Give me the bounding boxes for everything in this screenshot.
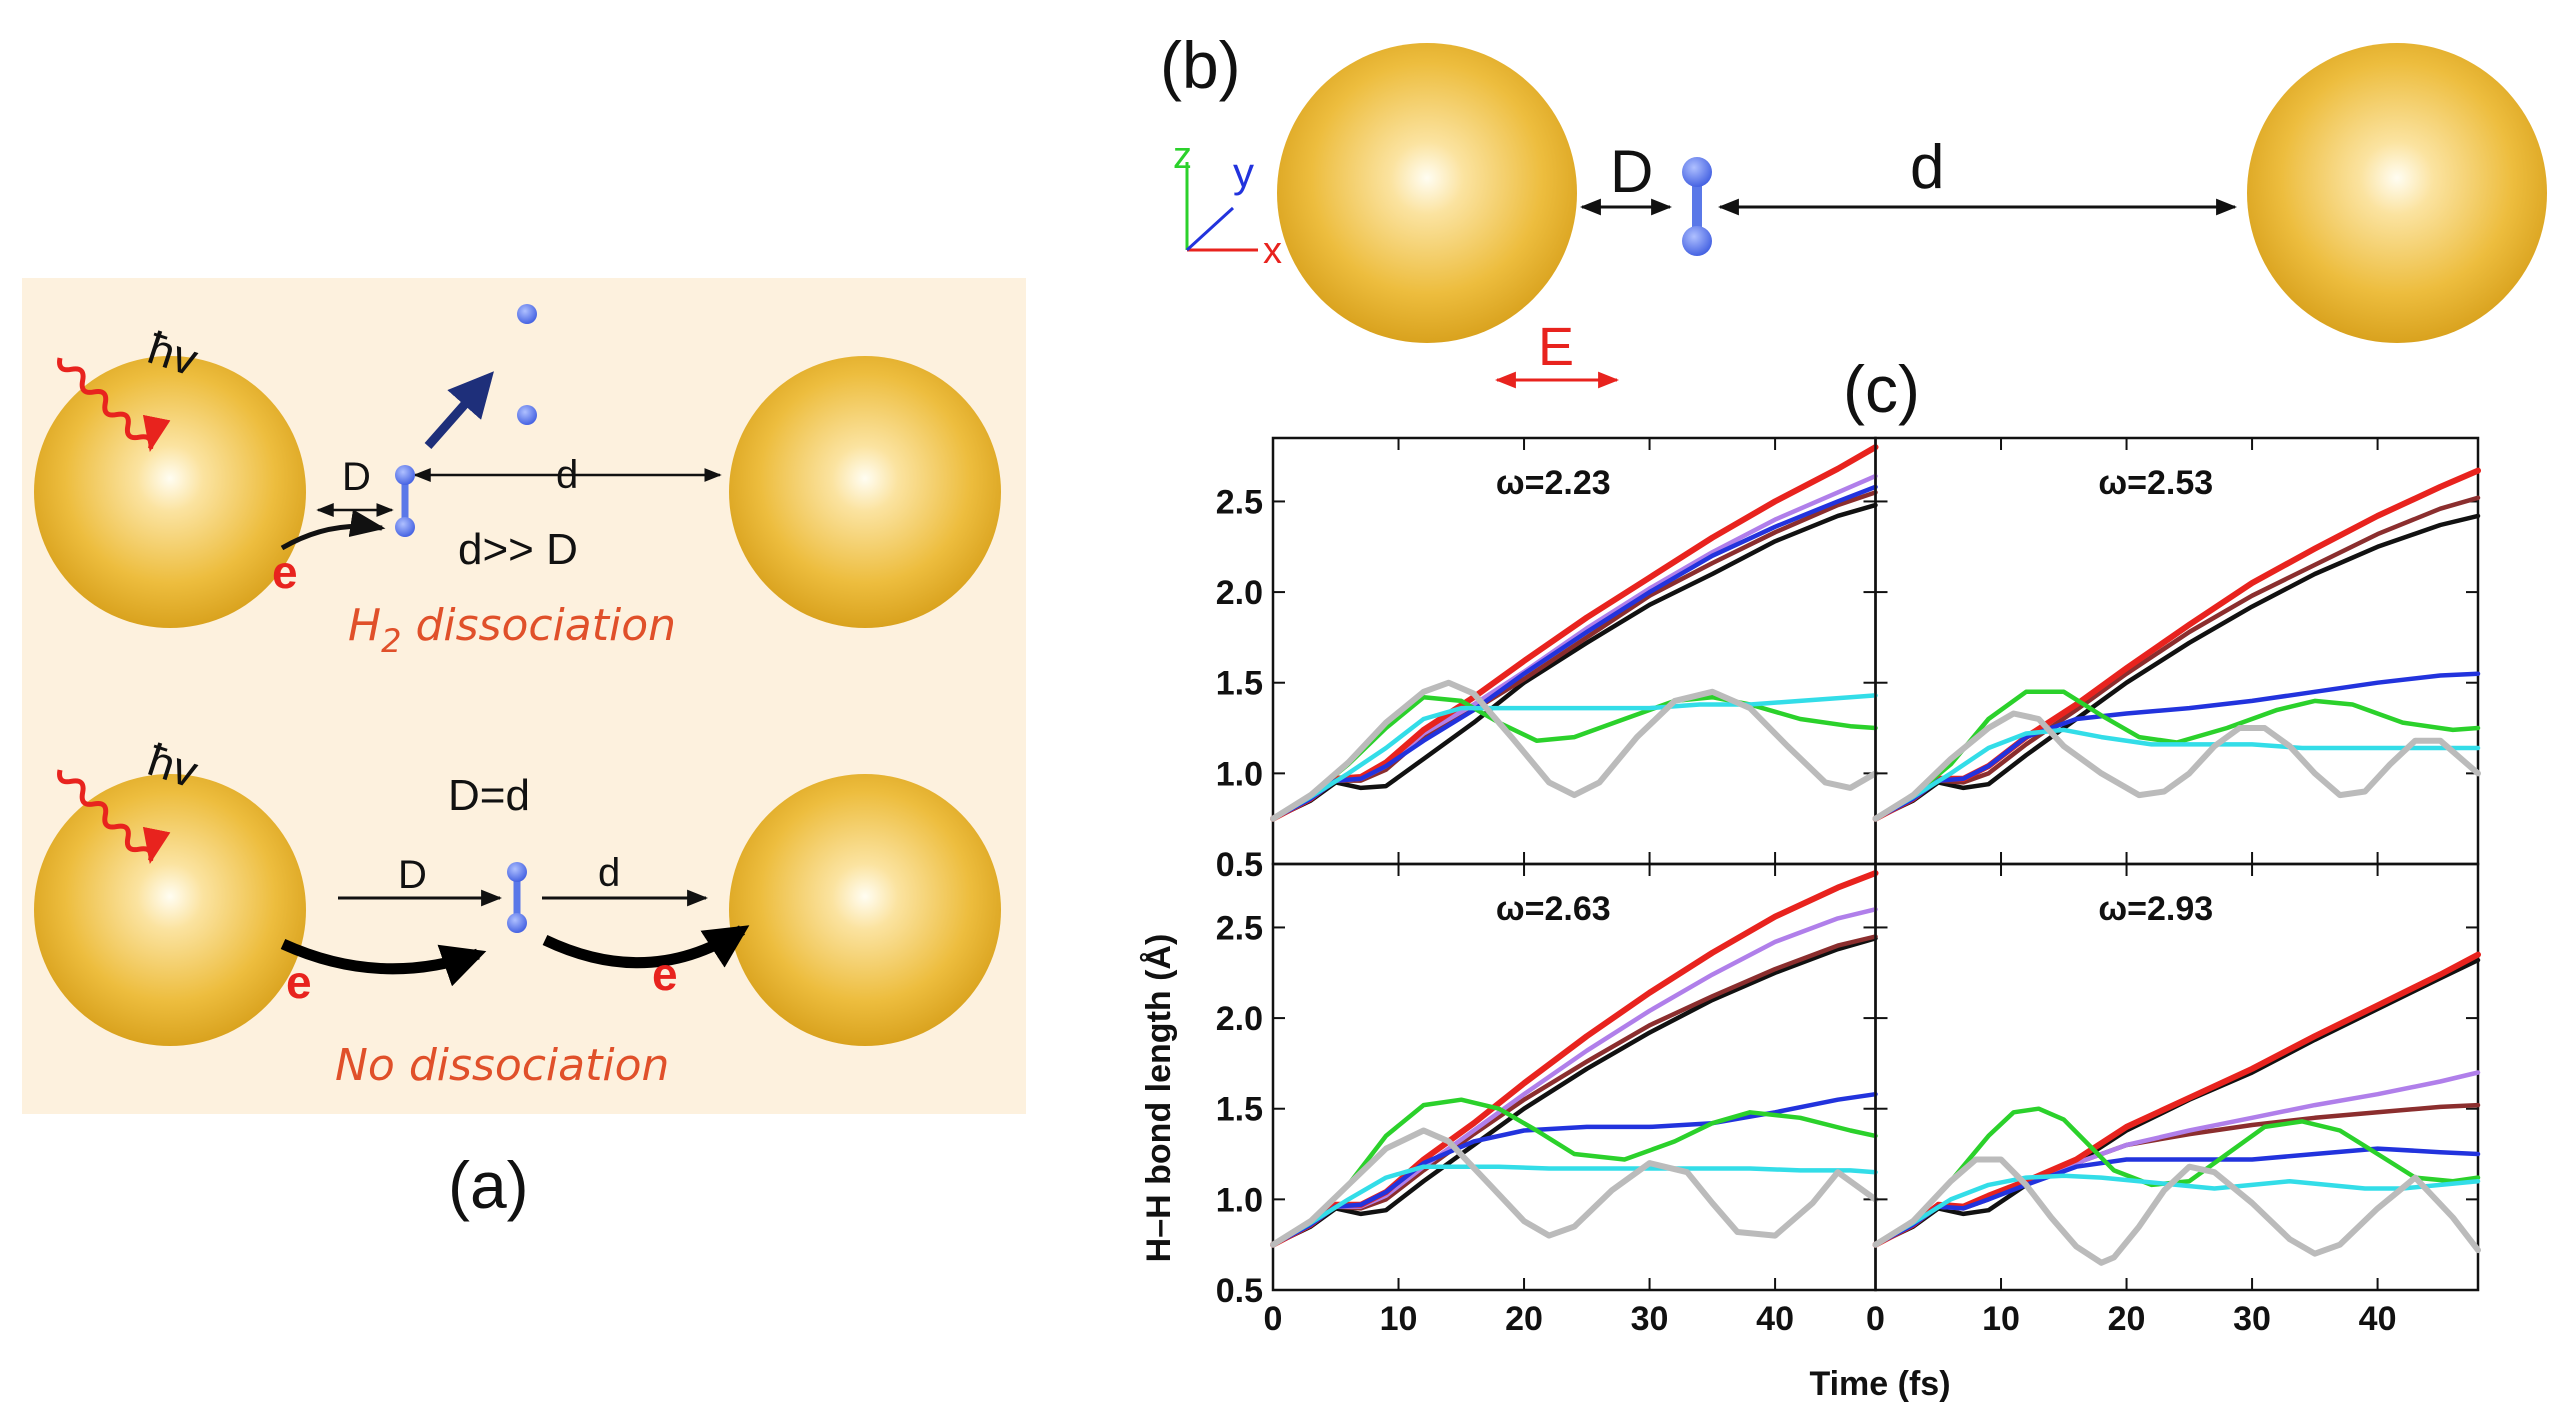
- series-line-gray: [1872, 1156, 2481, 1266]
- field-label: E: [1538, 317, 1574, 377]
- D-label-top: D: [342, 455, 371, 499]
- relation-label: d>> D: [458, 525, 578, 574]
- x-tick-label: 0: [1264, 1300, 1283, 1338]
- series-line-gray: [1270, 679, 1879, 822]
- y-tick-label: 0.5: [1216, 846, 1263, 884]
- gold-sphere-right-top: [729, 356, 1001, 628]
- axis-triad: z y x: [1173, 135, 1282, 272]
- d-label-b: d: [1910, 133, 1944, 202]
- series-line-brown: [1270, 490, 1878, 821]
- series-line-green: [1873, 1106, 2481, 1247]
- series-line-cyan: [1270, 1164, 1878, 1247]
- dissociation-arrow: [424, 371, 494, 449]
- y-tick-label: 1.0: [1216, 1181, 1263, 1219]
- y-tick-label: 1.5: [1216, 1091, 1263, 1129]
- h2-molecule-top: [395, 465, 415, 537]
- series-line-black: [1873, 957, 2481, 1247]
- axis-x-label: x: [1263, 230, 1282, 272]
- d-label-bottom: d: [598, 851, 620, 895]
- panel-a-label: (a): [448, 1148, 529, 1222]
- x-tick-label: 40: [2359, 1300, 2397, 1338]
- panel-b: (b) z y x D d E: [1160, 28, 2547, 389]
- gold-sphere-left-top: [34, 356, 306, 628]
- series-line-green: [1270, 694, 1878, 821]
- electron-label-top: e: [272, 546, 298, 598]
- chart-panel-title: ω=2.93: [2098, 890, 2213, 928]
- electron-label-bottom-1: e: [286, 956, 312, 1008]
- electron-label-bottom-2: e: [652, 948, 678, 1000]
- no-dissociation-caption: No dissociation: [335, 1040, 669, 1091]
- chart-panel-frame: [1874, 862, 2480, 1292]
- h-atom-1: [517, 304, 537, 324]
- y-tick-label: 2.5: [1216, 909, 1263, 947]
- panel-b-label: (b): [1160, 28, 1241, 102]
- x-tick-label: 30: [1631, 1300, 1669, 1338]
- y-tick-label: 2.0: [1216, 574, 1263, 612]
- photon-wave-top: [57, 357, 171, 452]
- axis-z-label: z: [1173, 135, 1192, 177]
- gold-sphere-b-right: [2247, 43, 2547, 343]
- series-line-green: [1270, 1097, 1878, 1247]
- chart-panel-title: ω=2.63: [1496, 890, 1611, 928]
- h2-dissociation-caption: H2 dissociation: [348, 600, 676, 660]
- D-label-bottom: D: [398, 853, 427, 897]
- axis-y-label: y: [1233, 149, 1254, 196]
- h2-molecule-b: [1682, 157, 1712, 256]
- series-line-gray: [1872, 710, 2481, 822]
- D-label-b: D: [1610, 138, 1653, 205]
- electron-arrow-2: [542, 925, 750, 969]
- bond-length-chart: 0.5 1.0 1.5 2.0 2.5 ω=2.23 ω=2.53 0 10 20 30 40 0.5 1…: [1216, 436, 2481, 1338]
- gold-sphere-right-bottom: [729, 774, 1001, 1046]
- gold-sphere-b-left: [1277, 43, 1577, 343]
- electron-transfer-arrow-top: [280, 509, 386, 551]
- y-tick-label: 0.5: [1216, 1272, 1263, 1310]
- electron-arrow-1: [280, 938, 487, 987]
- y-axis-label: H–H bond length (Å): [1140, 934, 1178, 1263]
- chart-panel-title: ω=2.23: [1496, 464, 1611, 502]
- gold-sphere-left-bottom: [34, 774, 306, 1046]
- series-line-cyan: [1873, 1173, 2481, 1247]
- x-tick-label: 0: [1866, 1300, 1885, 1338]
- h-atom-2: [517, 405, 537, 425]
- y-tick-label: 2.5: [1216, 483, 1263, 521]
- series-line-cyan: [1873, 727, 2481, 821]
- series-line-black: [1270, 936, 1878, 1247]
- series-line-gray: [1270, 1127, 1879, 1248]
- equation-label: D=d: [448, 771, 530, 820]
- d-label-top: d: [556, 453, 578, 497]
- y-tick-label: 1.5: [1216, 665, 1263, 703]
- series-line-cyan: [1270, 693, 1878, 821]
- y-tick-label: 1.0: [1216, 755, 1263, 793]
- chart-panel-title: ω=2.53: [2098, 464, 2213, 502]
- panel-a: ħv e D d d>> D H2 dissociation ħv D=d D …: [22, 278, 1026, 1222]
- panel-c-label: (c): [1843, 352, 1920, 426]
- x-tick-label: 20: [2108, 1300, 2146, 1338]
- x-tick-label: 10: [1380, 1300, 1418, 1338]
- series-line-black: [1270, 502, 1878, 821]
- panel-c: (c) 0.5 1.0 1.5 2.0 2.5 ω=2.23 ω=2.53 0 10 20 30 40…: [1140, 352, 2481, 1403]
- y-tick-label: 2.0: [1216, 1000, 1263, 1038]
- photon-wave-bottom: [57, 769, 171, 864]
- series-line-brown: [1270, 934, 1878, 1247]
- x-tick-label: 40: [1756, 1300, 1794, 1338]
- h2-molecule-bottom: [507, 862, 527, 933]
- series-line-black: [1873, 513, 2481, 821]
- x-tick-label: 10: [1982, 1300, 2020, 1338]
- x-tick-label: 30: [2233, 1300, 2271, 1338]
- x-tick-label: 20: [1505, 1300, 1543, 1338]
- x-axis-label: Time (fs): [1809, 1365, 1950, 1403]
